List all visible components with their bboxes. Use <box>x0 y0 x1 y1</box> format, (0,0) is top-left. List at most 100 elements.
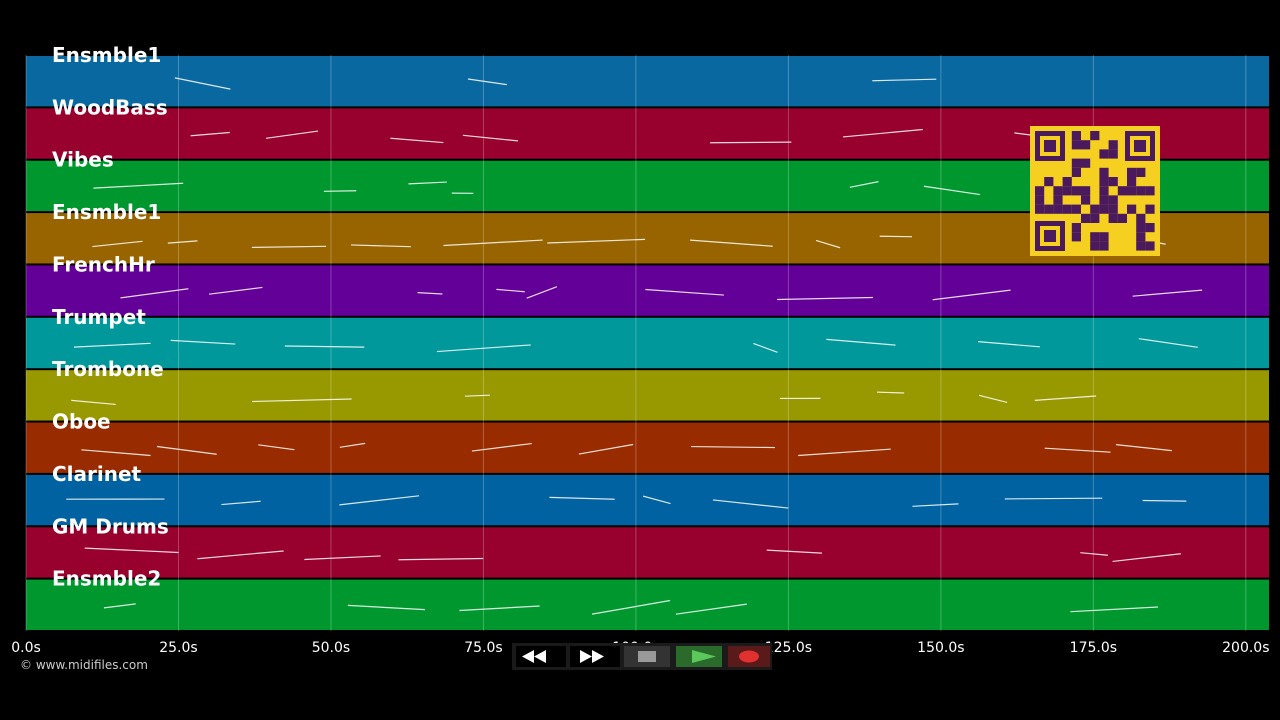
qr-module <box>1108 140 1118 150</box>
note <box>842 128 923 138</box>
track-lane <box>26 56 1269 107</box>
qr-module <box>1127 167 1137 177</box>
qr-module <box>1117 186 1127 196</box>
note <box>798 448 891 457</box>
note <box>1004 497 1103 500</box>
note <box>712 499 789 509</box>
record-button[interactable] <box>728 646 770 667</box>
qr-module <box>1090 131 1100 141</box>
qr-code <box>1030 126 1160 256</box>
qr-module <box>1071 204 1081 214</box>
qr-module <box>1035 195 1045 205</box>
note <box>93 182 184 189</box>
qr-module <box>1071 158 1081 168</box>
qr-module <box>1090 204 1100 214</box>
note <box>464 394 490 397</box>
x-tick-label: 200.0s <box>1222 640 1269 656</box>
stop-button[interactable] <box>624 646 670 667</box>
note <box>221 500 261 506</box>
qr-module <box>1108 204 1118 214</box>
qr-module <box>1099 149 1109 159</box>
note <box>323 190 357 192</box>
track-lane <box>26 370 1269 421</box>
note <box>1044 447 1111 453</box>
rewind-button[interactable] <box>516 646 566 667</box>
x-tick-label: 125.0s <box>765 640 812 656</box>
note <box>339 495 420 506</box>
note <box>645 288 724 296</box>
track-lane <box>26 317 1269 369</box>
qr-module <box>1062 204 1072 214</box>
qr-module <box>1099 177 1109 187</box>
note <box>462 134 519 142</box>
note <box>417 292 443 295</box>
qr-module <box>1099 186 1109 196</box>
qr-module <box>1044 204 1054 214</box>
transport-controls <box>512 643 772 670</box>
note <box>84 547 179 554</box>
qr-module <box>1035 186 1045 196</box>
qr-module <box>1099 195 1109 205</box>
qr-module <box>1071 232 1081 242</box>
note <box>691 445 776 449</box>
copyright: © www.midifiles.com <box>20 658 148 672</box>
note <box>156 445 217 455</box>
qr-module <box>1053 204 1063 214</box>
track-label: Trombone <box>52 357 164 381</box>
qr-module <box>1099 167 1109 177</box>
qr-module <box>1071 186 1081 196</box>
note <box>978 341 1040 348</box>
note <box>1034 395 1097 401</box>
note <box>265 130 319 139</box>
note <box>526 286 558 299</box>
qr-module <box>1053 186 1063 196</box>
note <box>578 443 634 455</box>
track-label: Clarinet <box>52 462 142 486</box>
qr-module <box>1081 158 1091 168</box>
note <box>467 78 507 86</box>
note <box>675 603 747 615</box>
note <box>190 131 230 137</box>
track-label: Oboe <box>52 410 111 434</box>
qr-module <box>1081 186 1091 196</box>
track-label: Ensmble2 <box>52 567 161 591</box>
track-labels: Ensmble1 WoodBass Vibes Ensmble1 FrenchHr Tru… <box>52 43 169 591</box>
note <box>71 399 116 406</box>
qr-module <box>1127 177 1137 187</box>
note <box>81 449 151 457</box>
qr-module <box>1117 213 1127 223</box>
note <box>1132 289 1203 297</box>
note <box>932 289 1011 301</box>
qr-module <box>1071 223 1081 233</box>
note <box>1070 606 1159 613</box>
qr-module <box>1053 195 1063 205</box>
note <box>1142 499 1187 502</box>
play-button[interactable] <box>676 646 722 667</box>
qr-module <box>1145 241 1155 251</box>
notes <box>66 77 1203 615</box>
note <box>251 245 327 249</box>
qr-module <box>1090 213 1100 223</box>
note <box>347 604 425 611</box>
note <box>877 391 905 394</box>
qr-module <box>1127 204 1137 214</box>
note <box>258 444 295 451</box>
forward-button[interactable] <box>570 646 620 667</box>
note <box>496 288 525 293</box>
qr-module <box>1071 140 1081 150</box>
track-lane <box>26 265 1269 316</box>
track-label: WoodBass <box>52 95 168 119</box>
note <box>174 77 231 90</box>
note <box>339 442 366 448</box>
qr-module <box>1071 131 1081 141</box>
note <box>284 345 365 348</box>
note <box>103 603 136 609</box>
qr-module <box>1136 223 1146 233</box>
note <box>690 239 773 247</box>
qr-module <box>1136 167 1146 177</box>
qr-module <box>1136 232 1146 242</box>
note <box>815 239 841 249</box>
note <box>92 240 143 248</box>
note <box>1115 444 1172 452</box>
